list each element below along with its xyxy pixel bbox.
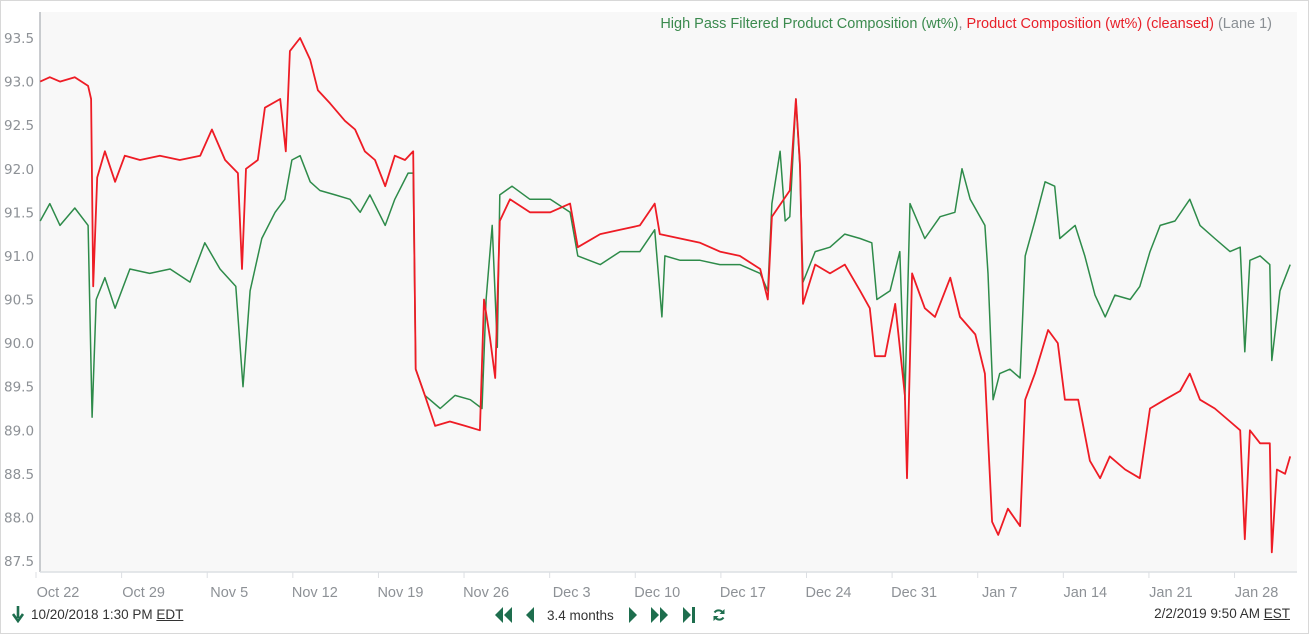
x-tick-label: Jan 14: [1064, 585, 1108, 601]
refresh-icon[interactable]: [712, 604, 726, 626]
x-tick-label: Oct 22: [37, 585, 80, 601]
range-end-time[interactable]: 2/2/2019 9:50 AM: [1154, 606, 1260, 621]
x-tick-label: Nov 12: [292, 585, 338, 601]
time-span-label[interactable]: 3.4 months: [547, 607, 614, 623]
y-tick-label: 92.5: [4, 118, 34, 134]
time-range-bar: 10/20/2018 1:30 PM EDT 3.4 months 2/2/20…: [0, 604, 1309, 628]
x-tick-label: Jan 7: [982, 585, 1017, 601]
y-tick-label: 90.0: [4, 336, 34, 352]
plot-area: [40, 12, 1297, 572]
x-tick-label: Nov 26: [463, 585, 509, 601]
y-tick-label: 91.5: [4, 205, 34, 221]
y-tick-label: 88.0: [4, 510, 34, 526]
x-axis-ticks: Oct 22 Oct 29 Nov 5 Nov 12 Nov 19 Nov 26 Dec 3…: [35, 572, 1279, 601]
range-start-time[interactable]: 10/20/2018 1:30 PM: [31, 607, 153, 622]
range-start-timezone[interactable]: EDT: [156, 607, 184, 622]
range-end: 2/2/2019 9:50 AM EST: [1154, 606, 1290, 621]
right-icon[interactable]: [628, 604, 638, 626]
y-tick-label: 88.5: [4, 467, 34, 483]
x-tick-label: Dec 31: [891, 585, 937, 601]
y-tick-label: 93.5: [4, 31, 34, 47]
x-tick-label: Nov 5: [210, 585, 248, 601]
double-left-icon[interactable]: [493, 604, 513, 626]
x-tick-label: Dec 17: [720, 585, 766, 601]
x-tick-label: Jan 28: [1235, 585, 1279, 601]
series-line-product-composition[interactable]: [39, 37, 1292, 554]
double-right-icon[interactable]: [650, 604, 670, 626]
y-tick-label: 89.0: [4, 423, 34, 439]
x-tick-label: Nov 19: [377, 585, 423, 601]
x-tick-label: Dec 10: [634, 585, 680, 601]
range-start: 10/20/2018 1:30 PM EDT: [12, 606, 183, 623]
y-tick-label: 91.0: [4, 249, 34, 265]
series-lines: [39, 37, 1292, 554]
y-tick-label: 93.0: [4, 75, 34, 91]
range-end-timezone[interactable]: EST: [1263, 606, 1290, 621]
x-tick-label: Dec 24: [806, 585, 852, 601]
x-tick-label: Jan 21: [1149, 585, 1193, 601]
y-tick-label: 89.5: [4, 380, 34, 396]
legend-series-2[interactable]: Product Composition (wt%) (cleansed): [966, 16, 1214, 32]
series-line-high-pass-filtered[interactable]: [39, 98, 1291, 418]
x-tick-label: Oct 29: [122, 585, 165, 601]
legend: High Pass Filtered Product Composition (…: [660, 16, 1272, 32]
y-tick-label: 87.5: [4, 554, 34, 570]
y-tick-label: 90.5: [4, 293, 34, 309]
skip-end-icon[interactable]: [682, 604, 696, 626]
time-navigation: 3.4 months: [493, 604, 726, 626]
x-tick-label: Dec 3: [553, 585, 591, 601]
arrow-down-icon[interactable]: [12, 606, 24, 623]
legend-separator: ,: [958, 16, 967, 32]
left-icon[interactable]: [525, 604, 535, 626]
legend-lane: (Lane 1): [1213, 16, 1272, 32]
legend-series-1[interactable]: High Pass Filtered Product Composition (…: [660, 16, 959, 32]
y-axis-ticks: 87.5 88.0 88.5 89.0 89.5 90.0 90.5 91.0 91.5 92.0…: [4, 31, 34, 570]
y-tick-label: 92.0: [4, 162, 34, 178]
